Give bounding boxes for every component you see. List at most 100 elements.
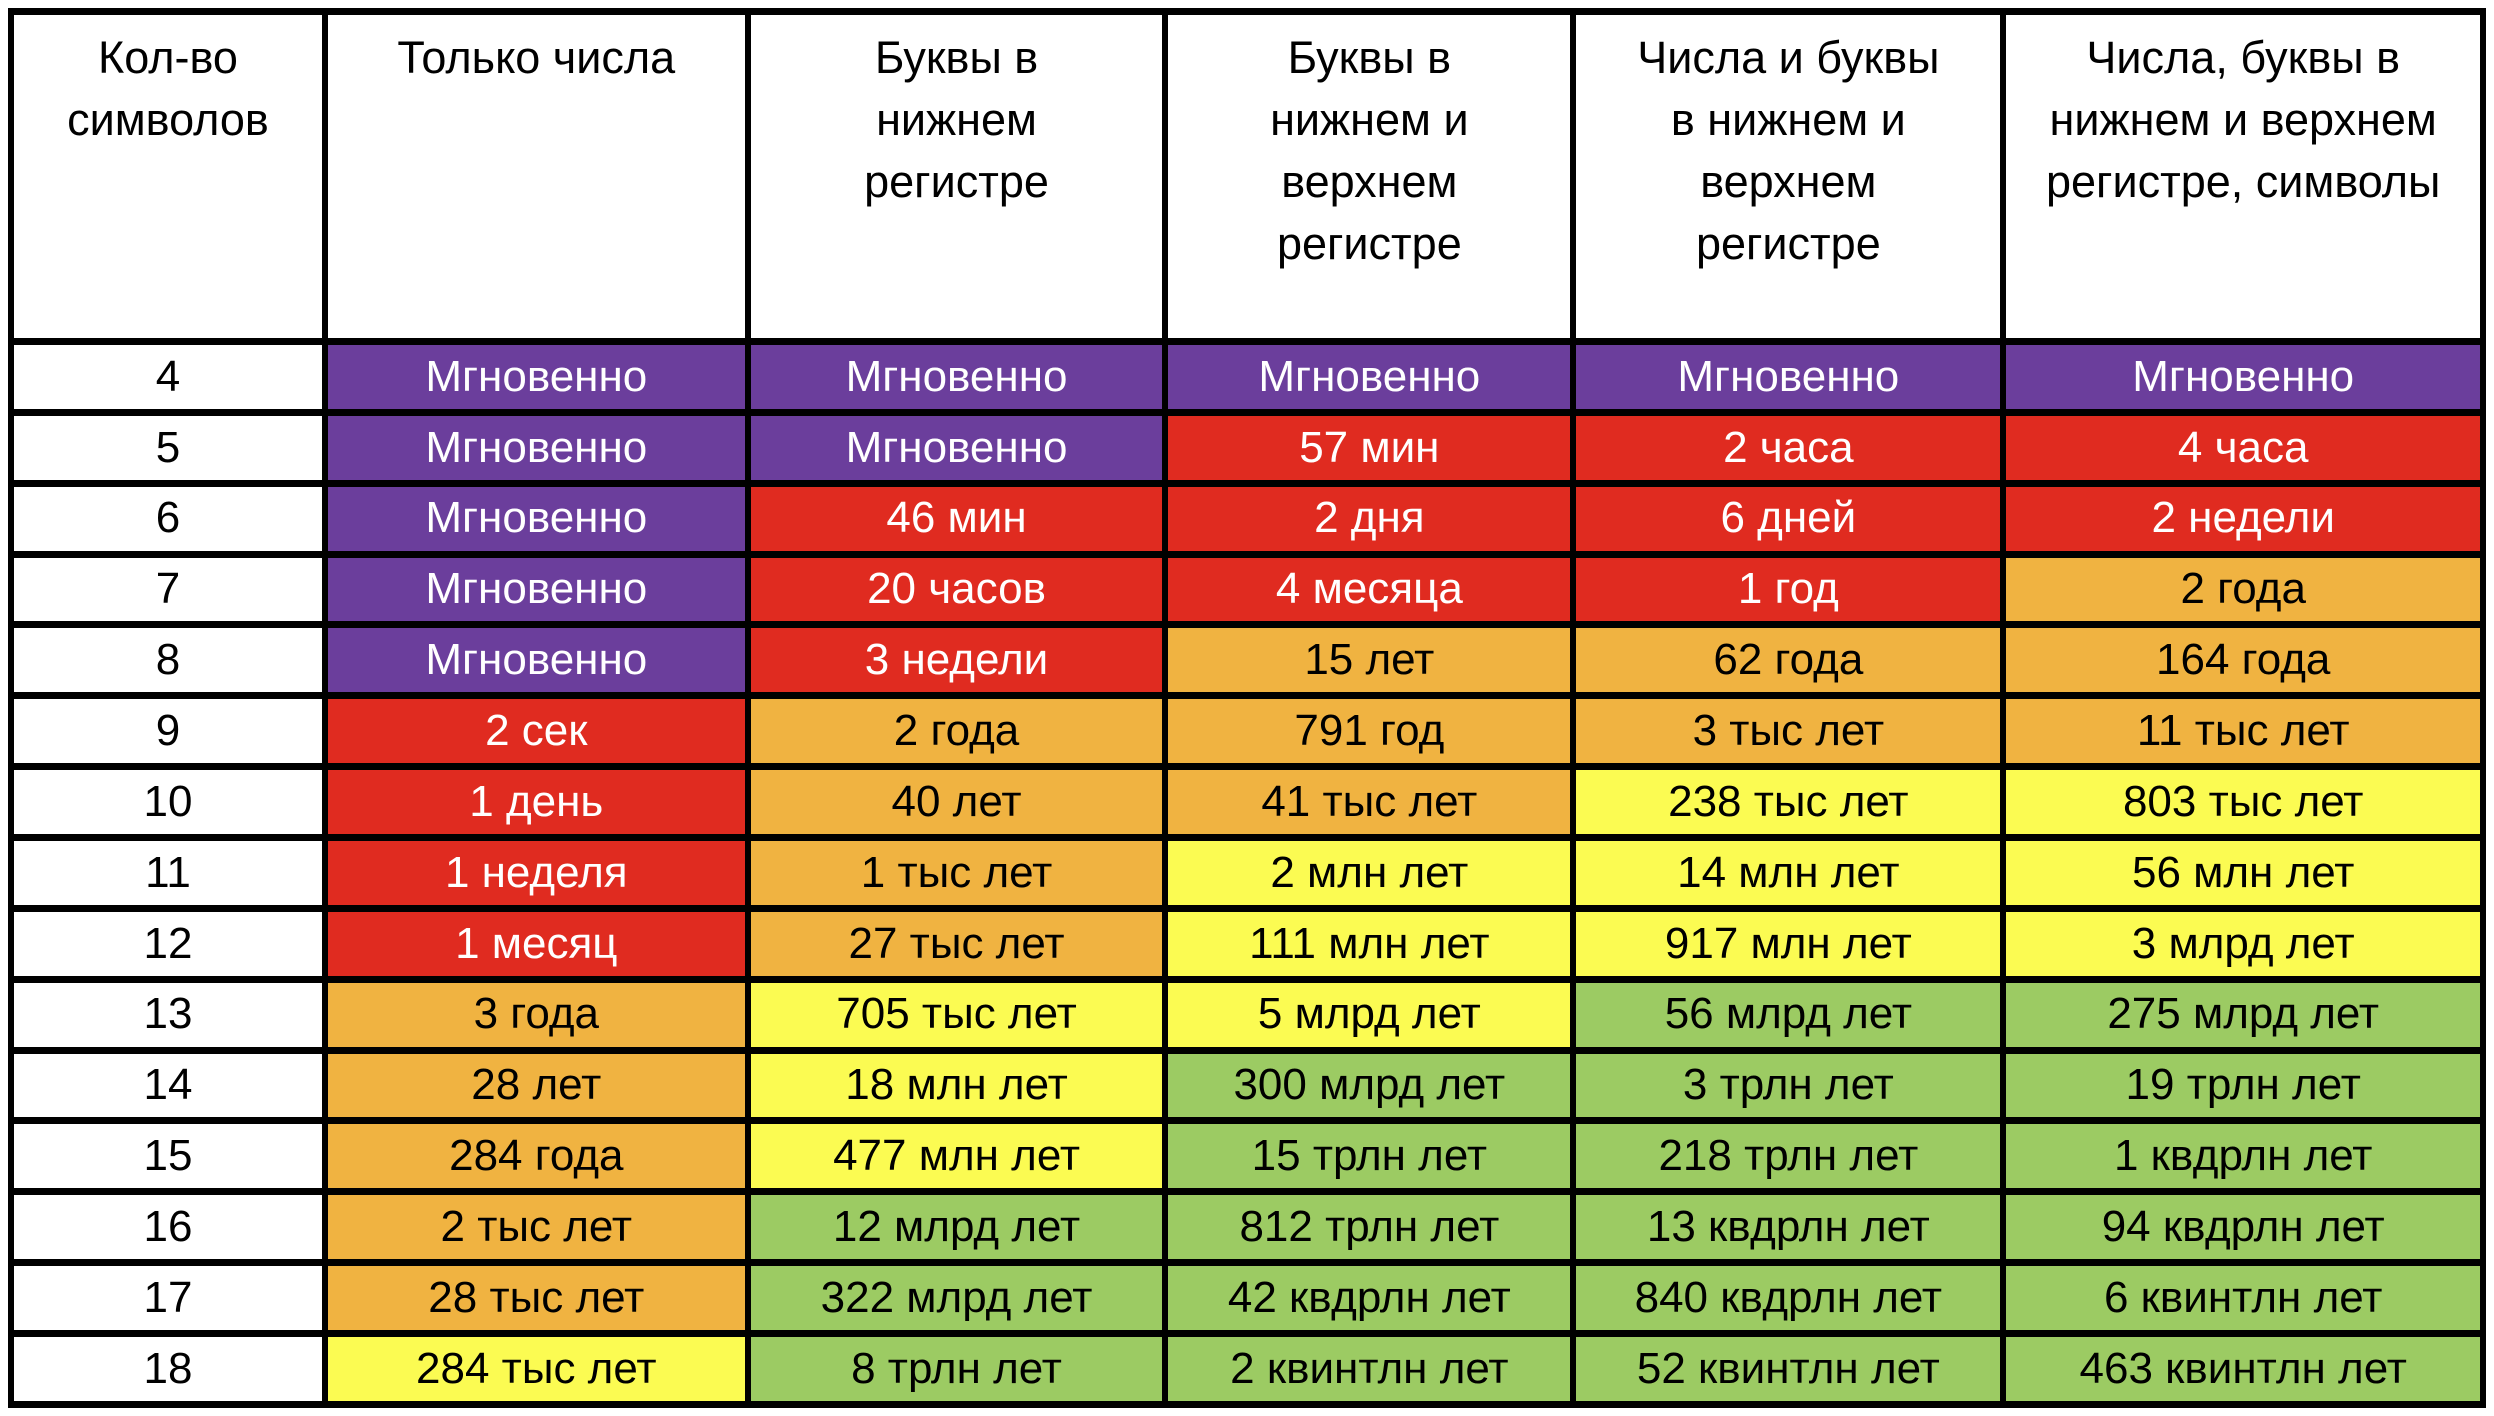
char-count-cell: 14 [8,1046,328,1125]
table-row: 6 Мгновенно 46 мин 2 дня 6 дней 2 недели [8,479,2486,558]
column-header: Кол-во символов [8,8,328,345]
crack-time-cell: 46 мин [744,479,1169,558]
crack-time-cell: 238 тыс лет [1570,763,2007,842]
char-count-cell: 17 [8,1259,328,1338]
table-row: 7 Мгновенно 20 часов 4 месяца 1 год 2 года [8,550,2486,629]
char-count-cell: 4 [8,338,328,416]
crack-time-cell: 14 млн лет [1570,834,2007,912]
table-row: 16 2 тыс лет 12 млрд лет 812 трлн лет 13 кв… [8,1188,2486,1267]
crack-time-cell: 6 квинтлн лет [2000,1259,2486,1338]
crack-time-cell: 40 лет [744,763,1169,842]
crack-time-cell: 20 часов [744,550,1169,629]
password-crack-time-table: Кол-во символов Только числа Буквы в нижне… [8,8,2486,1408]
crack-time-cell: 1 неделя [321,834,751,912]
char-count-cell: 8 [8,621,328,700]
crack-time-cell: 791 год [1162,692,1577,771]
char-count-cell: 15 [8,1117,328,1196]
char-count-cell: 5 [8,408,328,487]
char-count-cell: 9 [8,692,328,771]
crack-time-cell: 11 тыс лет [2000,692,2486,771]
crack-time-cell: 917 млн лет [1570,904,2007,983]
crack-time-cell: 3 тыс лет [1570,692,2007,771]
crack-time-cell: 94 квдрлн лет [2000,1188,2486,1267]
crack-time-cell: 284 тыс лет [321,1330,751,1408]
crack-time-cell: 218 трлн лет [1570,1117,2007,1196]
table-row: 17 28 тыс лет 322 млрд лет 42 квдрлн лет 84… [8,1259,2486,1338]
table-row: 11 1 неделя 1 тыс лет 2 млн лет 14 млн лет 5… [8,834,2486,912]
crack-time-cell: 56 млн лет [2000,834,2486,912]
crack-time-cell: 3 млрд лет [2000,904,2486,983]
char-count-cell: 16 [8,1188,328,1267]
crack-time-cell: 1 год [1570,550,2007,629]
crack-time-cell: Мгновенно [1570,338,2007,416]
crack-time-cell: 2 часа [1570,408,2007,487]
crack-time-cell: 840 квдрлн лет [1570,1259,2007,1338]
crack-time-cell: 803 тыс лет [2000,763,2486,842]
table-row: 12 1 месяц 27 тыс лет 111 млн лет 917 млн л… [8,904,2486,983]
crack-time-cell: 18 млн лет [744,1046,1169,1125]
crack-time-cell: 28 лет [321,1046,751,1125]
crack-time-cell: 3 трлн лет [1570,1046,2007,1125]
crack-time-cell: Мгновенно [321,479,751,558]
column-header: Числа и буквы в нижнем и верхнем регистр… [1570,8,2007,345]
crack-time-cell: 56 млрд лет [1570,975,2007,1054]
crack-time-cell: 322 млрд лет [744,1259,1169,1338]
char-count-cell: 6 [8,479,328,558]
table-row: 4 Мгновенно Мгновенно Мгновенно Мгновенно Мг… [8,338,2486,416]
crack-time-cell: Мгновенно [2000,338,2486,416]
char-count-cell: 13 [8,975,328,1054]
char-count-cell: 12 [8,904,328,983]
header-row: Кол-во символов Только числа Буквы в нижне… [8,8,2486,345]
crack-time-cell: 19 трлн лет [2000,1046,2486,1125]
crack-time-cell: 2 года [744,692,1169,771]
crack-time-cell: 812 трлн лет [1162,1188,1577,1267]
crack-time-cell: Мгновенно [321,550,751,629]
column-header: Только числа [321,8,751,345]
crack-time-cell: 300 млрд лет [1162,1046,1577,1125]
crack-time-cell: Мгновенно [321,338,751,416]
table-row: 9 2 сек 2 года 791 год 3 тыс лет 11 тыс лет [8,692,2486,771]
crack-time-cell: 62 года [1570,621,2007,700]
column-header: Числа, буквы в нижнем и верхнем регистре… [2000,8,2486,345]
table-row: 15 284 года 477 млн лет 15 трлн лет 218 трл… [8,1117,2486,1196]
crack-time-cell: Мгновенно [744,338,1169,416]
char-count-cell: 11 [8,834,328,912]
crack-time-cell: 3 года [321,975,751,1054]
crack-time-cell: 2 недели [2000,479,2486,558]
crack-time-cell: 15 лет [1162,621,1577,700]
crack-time-cell: 27 тыс лет [744,904,1169,983]
crack-time-cell: 6 дней [1570,479,2007,558]
crack-time-cell: 41 тыс лет [1162,763,1577,842]
crack-time-cell: 2 сек [321,692,751,771]
crack-time-cell: 1 день [321,763,751,842]
crack-time-cell: 4 часа [2000,408,2486,487]
char-count-cell: 7 [8,550,328,629]
crack-time-cell: 28 тыс лет [321,1259,751,1338]
crack-time-cell: 3 недели [744,621,1169,700]
table-row: 13 3 года 705 тыс лет 5 млрд лет 56 млрд ле… [8,975,2486,1054]
crack-time-cell: 52 квинтлн лет [1570,1330,2007,1408]
crack-time-cell: 284 года [321,1117,751,1196]
crack-time-cell: 2 млн лет [1162,834,1577,912]
column-header: Буквы в нижнем регистре [744,8,1169,345]
crack-time-cell: Мгновенно [321,408,751,487]
crack-time-cell: 4 месяца [1162,550,1577,629]
crack-time-cell: 111 млн лет [1162,904,1577,983]
crack-time-cell: 12 млрд лет [744,1188,1169,1267]
crack-time-cell: 1 квдрлн лет [2000,1117,2486,1196]
crack-time-cell: 2 тыс лет [321,1188,751,1267]
column-header: Буквы в нижнем и верхнем регистре [1162,8,1577,345]
crack-time-cell: 705 тыс лет [744,975,1169,1054]
crack-time-cell: 477 млн лет [744,1117,1169,1196]
char-count-cell: 10 [8,763,328,842]
table-row: 10 1 день 40 лет 41 тыс лет 238 тыс лет 803 … [8,763,2486,842]
crack-time-cell: Мгновенно [744,408,1169,487]
crack-time-cell: 1 месяц [321,904,751,983]
crack-time-cell: 164 года [2000,621,2486,700]
crack-time-cell: 8 трлн лет [744,1330,1169,1408]
crack-time-cell: Мгновенно [321,621,751,700]
crack-time-cell: 5 млрд лет [1162,975,1577,1054]
crack-time-cell: 1 тыс лет [744,834,1169,912]
char-count-cell: 18 [8,1330,328,1408]
